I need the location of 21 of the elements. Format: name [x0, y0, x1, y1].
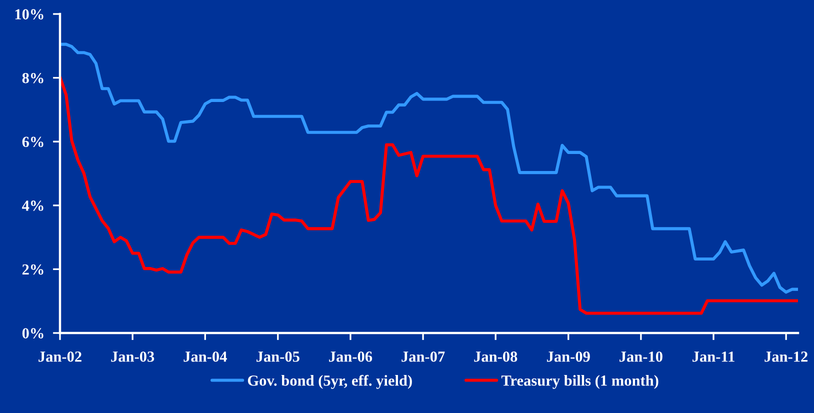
y-tick-label: 6%	[22, 136, 44, 148]
x-tick-label: Jan-06	[329, 351, 372, 362]
legend-label: Gov. bond (5yr, eff. yield)	[248, 374, 412, 389]
x-tick-label: Jan-10	[620, 351, 662, 362]
x-tick-label: Jan-02	[38, 351, 82, 362]
x-tick-label: Jan-04	[184, 351, 227, 362]
y-tick-label: 0%	[22, 328, 44, 338]
line-series	[60, 42, 798, 294]
y-tick-label: 4%	[22, 200, 44, 211]
y-tick-label: 8%	[22, 72, 44, 84]
x-tick-label: Jan-08	[474, 351, 518, 362]
x-tick-label: Jan-12	[764, 352, 808, 362]
legend-label: Treasury bills (1 month)	[501, 375, 658, 389]
x-tick-label: Jan-07	[402, 351, 445, 362]
x-tick-label: Jan-03	[111, 351, 154, 362]
x-tick-label: Jan-05	[256, 351, 300, 362]
line-series	[60, 76, 798, 315]
x-tick-label: Jan-09	[546, 351, 590, 362]
y-tick-label: 10%	[15, 9, 44, 20]
y-tick-label: 2%	[22, 264, 44, 275]
x-tick-label: Jan-11	[692, 352, 734, 362]
